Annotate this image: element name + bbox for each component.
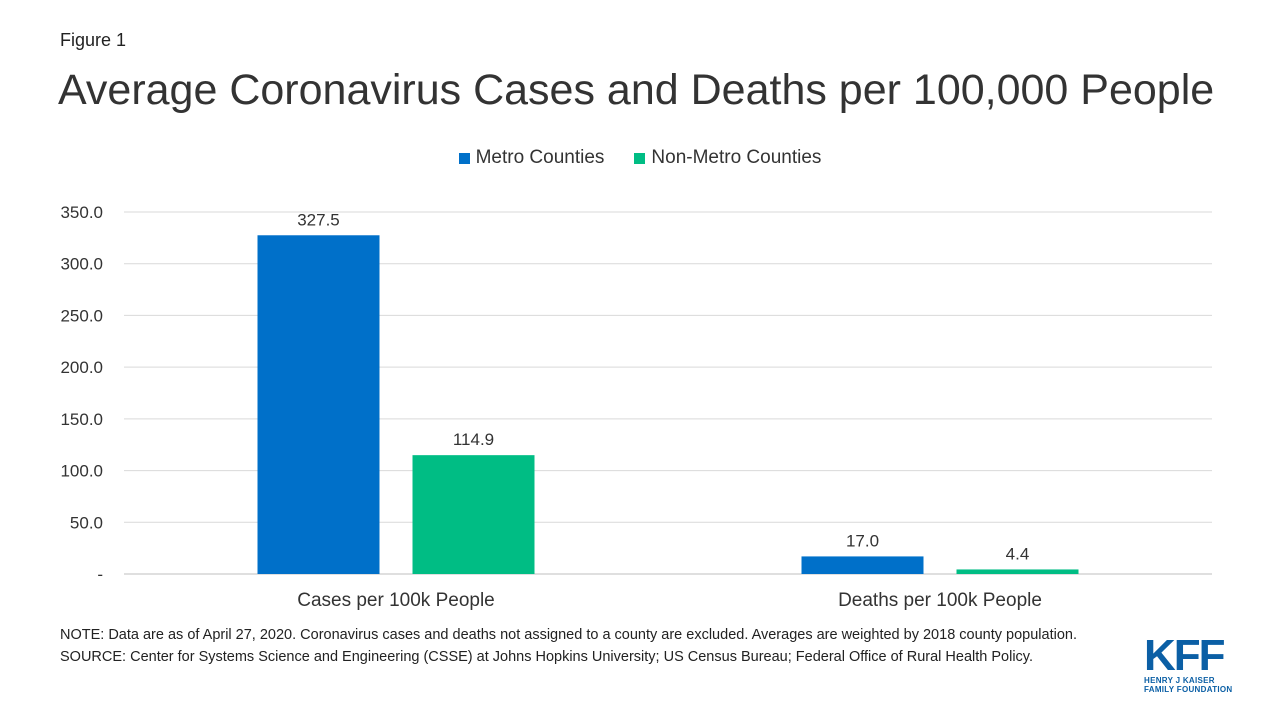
source-text: SOURCE: Center for Systems Science and E… (60, 649, 1033, 665)
bar-metro (257, 235, 380, 574)
y-tick-label: 300.0 (60, 255, 103, 274)
x-category-label: Cases per 100k People (297, 590, 495, 611)
logo-mark: KFF (1144, 631, 1226, 680)
chart-legend: Metro Counties Non-Metro Counties (0, 147, 1280, 169)
y-tick-label: 50.0 (70, 513, 103, 532)
y-tick-label: 350.0 (60, 203, 103, 222)
y-tick-label: 100.0 (60, 462, 103, 481)
bar-non-metro (412, 455, 535, 574)
x-category-label: Deaths per 100k People (838, 590, 1042, 611)
chart-title: Average Coronavirus Cases and Deaths per… (58, 66, 1215, 114)
legend-item-metro: Metro Counties (458, 147, 605, 169)
logo-line2: FAMILY FOUNDATION (1144, 685, 1233, 694)
data-label: 114.9 (453, 430, 494, 449)
bar-non-metro (956, 569, 1079, 574)
chart-notes: NOTE: Data are as of April 27, 2020. Cor… (60, 626, 1120, 670)
figure-label: Figure 1 (60, 30, 127, 50)
y-tick-label: 200.0 (60, 358, 103, 377)
data-label: 17.0 (846, 531, 879, 550)
y-tick-label: 150.0 (60, 410, 103, 429)
legend-label-non-metro: Non-Metro Counties (651, 147, 822, 168)
note-text: NOTE: Data are as of April 27, 2020. Cor… (60, 627, 1077, 643)
legend-swatch-metro (458, 152, 470, 164)
logo-line1: HENRY J KAISER (1144, 676, 1215, 685)
data-label: 4.4 (1006, 544, 1030, 563)
legend-label-metro: Metro Counties (475, 147, 605, 168)
kff-logo: KFF HENRY J KAISER FAMILY FOUNDATION (1144, 631, 1238, 695)
data-label: 327.5 (297, 210, 340, 229)
bar-metro (801, 556, 924, 574)
legend-item-non-metro: Non-Metro Counties (634, 147, 821, 169)
y-tick-label: 250.0 (60, 306, 103, 325)
legend-swatch-non-metro (634, 152, 646, 164)
y-tick-label: - (97, 565, 103, 584)
